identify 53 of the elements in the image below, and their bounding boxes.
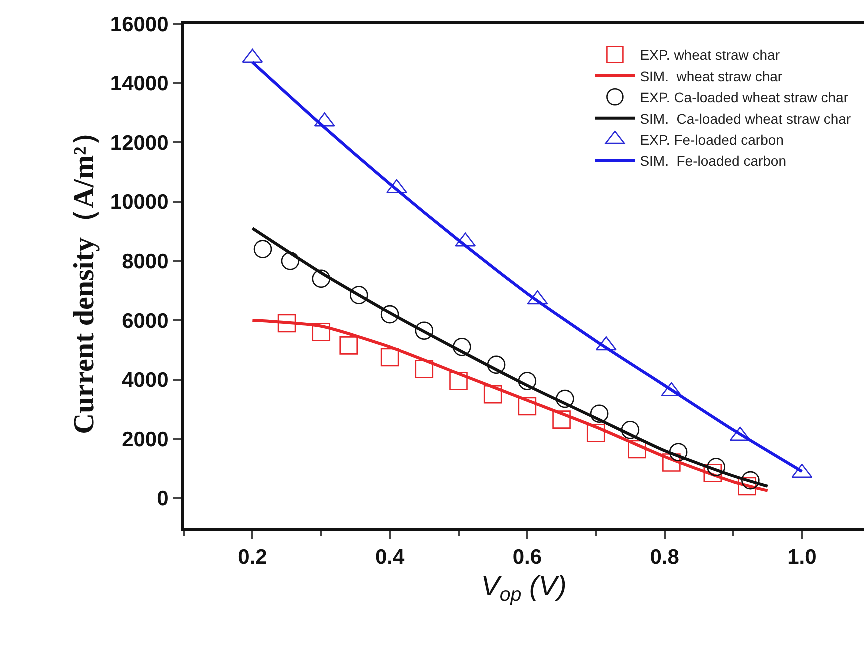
point <box>350 286 368 304</box>
point <box>415 360 434 379</box>
point <box>453 338 472 356</box>
point <box>380 305 400 324</box>
point <box>254 240 272 258</box>
y-tick-label: 6000 <box>122 310 169 333</box>
y-tick-label: 2000 <box>122 428 169 452</box>
legend-label: EXP. Ca-loaded wheat straw char <box>640 90 849 106</box>
legend-label: EXP. Fe-loaded carbon <box>640 132 784 148</box>
point <box>518 397 537 416</box>
point <box>312 270 331 288</box>
point <box>518 372 537 390</box>
y-tick-label: 0 <box>157 488 169 511</box>
legend-label: SIM. Ca-loaded wheat straw char <box>640 110 852 127</box>
point <box>621 421 640 440</box>
point <box>590 404 609 423</box>
point <box>312 323 331 342</box>
point <box>704 464 722 482</box>
legend-label: EXP. wheat straw char <box>640 47 780 64</box>
point <box>556 390 574 408</box>
y-tick-label: 16000 <box>110 13 169 36</box>
point <box>487 356 506 374</box>
point <box>380 348 400 367</box>
line-series <box>251 318 770 492</box>
point <box>628 440 646 459</box>
y-tick-label: 14000 <box>110 72 169 96</box>
point <box>450 372 468 390</box>
point <box>281 252 300 270</box>
x-tick-label: 0.8 <box>650 546 680 570</box>
point <box>552 410 571 429</box>
x-tick-label: 0.6 <box>512 546 542 570</box>
x-tick-label: 1.0 <box>788 546 817 570</box>
point <box>484 385 502 404</box>
y-axis-title: Current density（A/m²） <box>68 118 101 434</box>
x-tick-label: 0.4 <box>375 546 405 570</box>
x-tick-label: 0.2 <box>238 546 268 570</box>
point <box>707 458 726 476</box>
legend-label: SIM. Fe-loaded carbon <box>640 153 786 170</box>
point <box>415 322 434 340</box>
point <box>278 314 296 333</box>
point <box>742 471 760 490</box>
y-tick-label: 8000 <box>122 250 169 274</box>
y-tick-label: 4000 <box>122 369 169 392</box>
point <box>669 443 688 462</box>
y-tick-label: 12000 <box>110 132 169 155</box>
legend-label: SIM. wheat straw char <box>640 68 783 84</box>
x-axis-title: V$_{op}$ (V) <box>481 570 567 606</box>
point <box>662 454 681 472</box>
point <box>340 336 358 355</box>
point <box>586 424 606 442</box>
y-tick-label: 10000 <box>110 191 169 214</box>
line-series <box>251 227 770 488</box>
point <box>738 477 756 496</box>
